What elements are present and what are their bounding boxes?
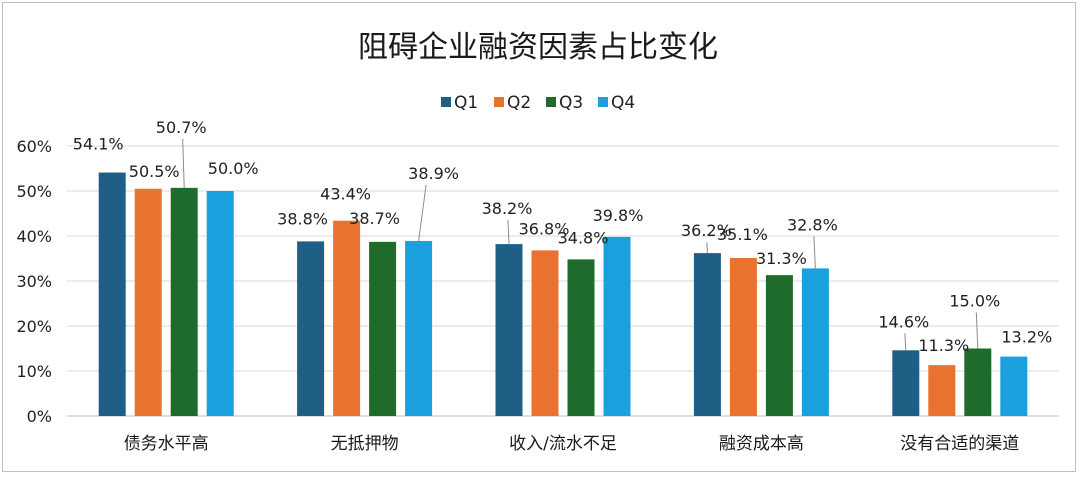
leader-line — [904, 333, 907, 351]
data-label: 36.8% — [519, 219, 570, 238]
bar-q1 — [693, 253, 721, 416]
chart-frame: 阻碍企业融资因素占比变化 Q1 Q2 Q3 Q4 0% 10% 20% 30% 40% 50% 6… — [2, 2, 1076, 472]
bar-q1 — [297, 241, 325, 416]
bars — [98, 172, 1028, 416]
bar-q2 — [333, 220, 361, 416]
data-label: 38.2% — [482, 199, 533, 218]
leader-lines — [182, 138, 979, 351]
y-tick-label: 30% — [16, 272, 52, 291]
legend-swatch-q1 — [441, 97, 451, 107]
bar-q4 — [801, 268, 829, 416]
legend-label-q1: Q1 — [454, 93, 478, 113]
data-label: 35.1% — [717, 225, 768, 244]
data-label: 38.9% — [408, 164, 459, 183]
x-tick-label: 融资成本高 — [719, 434, 804, 454]
y-tick-label: 20% — [16, 317, 52, 336]
data-label: 38.7% — [349, 209, 400, 228]
bar-q2 — [531, 250, 559, 416]
bar-q4 — [1000, 356, 1028, 416]
bar-q4 — [405, 240, 433, 416]
leader-line — [182, 138, 185, 188]
data-label: 11.3% — [918, 336, 969, 355]
data-label: 34.8% — [558, 228, 609, 247]
data-label: 15.0% — [949, 292, 1000, 311]
legend: Q1 Q2 Q3 Q4 — [441, 93, 635, 113]
leader-line — [706, 242, 708, 254]
bar-q2 — [928, 365, 956, 416]
data-label: 50.0% — [208, 159, 259, 178]
legend-label-q4: Q4 — [611, 93, 635, 113]
data-label: 32.8% — [787, 215, 838, 234]
bar-q3 — [369, 241, 397, 416]
leader-line — [507, 220, 510, 245]
data-label: 14.6% — [878, 312, 929, 331]
x-tick-label: 债务水平高 — [124, 434, 209, 454]
data-label: 31.3% — [756, 249, 807, 268]
bar-chart: 阻碍企业融资因素占比变化 Q1 Q2 Q3 Q4 0% 10% 20% 30% 40% 50% 6… — [16, 30, 1059, 454]
y-tick-label: 60% — [16, 137, 52, 156]
leader-line — [418, 184, 427, 242]
y-tick-label: 0% — [27, 407, 52, 426]
x-axis: 债务水平高 无抵押物 收入/流水不足 融资成本高 没有合适的渠道 — [124, 434, 1020, 454]
data-label: 38.8% — [277, 209, 328, 228]
data-label: 54.1% — [73, 135, 124, 154]
legend-swatch-q4 — [598, 97, 608, 107]
bar-q1 — [98, 172, 126, 416]
y-tick-label: 40% — [16, 227, 52, 246]
legend-label-q2: Q2 — [507, 93, 531, 113]
y-tick-label: 10% — [16, 362, 52, 381]
y-axis: 0% 10% 20% 30% 40% 50% 60% — [16, 137, 52, 426]
data-label: 50.7% — [156, 118, 207, 137]
bar-q2 — [134, 188, 162, 416]
x-tick-label: 无抵押物 — [331, 434, 399, 454]
x-tick-label: 收入/流水不足 — [509, 434, 617, 454]
data-labels: 54.1% 50.5% 50.7% 50.0% 38.8% 43.4% 38.7% 38.9%… — [73, 118, 1052, 355]
x-tick-label: 没有合适的渠道 — [900, 434, 1019, 454]
legend-swatch-q2 — [494, 97, 504, 107]
bar-q2 — [729, 258, 757, 416]
legend-swatch-q3 — [546, 97, 556, 107]
legend-label-q3: Q3 — [559, 93, 583, 113]
bar-q4 — [206, 191, 234, 416]
data-label: 43.4% — [320, 185, 371, 204]
bar-q1 — [892, 350, 920, 416]
bar-q3 — [964, 348, 992, 416]
leader-line — [975, 312, 979, 349]
bar-q3 — [170, 187, 198, 416]
leader-line — [813, 236, 816, 269]
bar-q3 — [567, 259, 595, 416]
bar-q1 — [495, 244, 523, 416]
chart-title: 阻碍企业融资因素占比变化 — [358, 30, 718, 65]
bar-q3 — [765, 275, 793, 416]
data-label: 50.5% — [129, 162, 180, 181]
y-tick-label: 50% — [16, 182, 52, 201]
data-label: 39.8% — [593, 206, 644, 225]
data-label: 13.2% — [1001, 328, 1052, 347]
bar-q4 — [603, 236, 631, 416]
data-label: 36.2% — [681, 221, 732, 240]
